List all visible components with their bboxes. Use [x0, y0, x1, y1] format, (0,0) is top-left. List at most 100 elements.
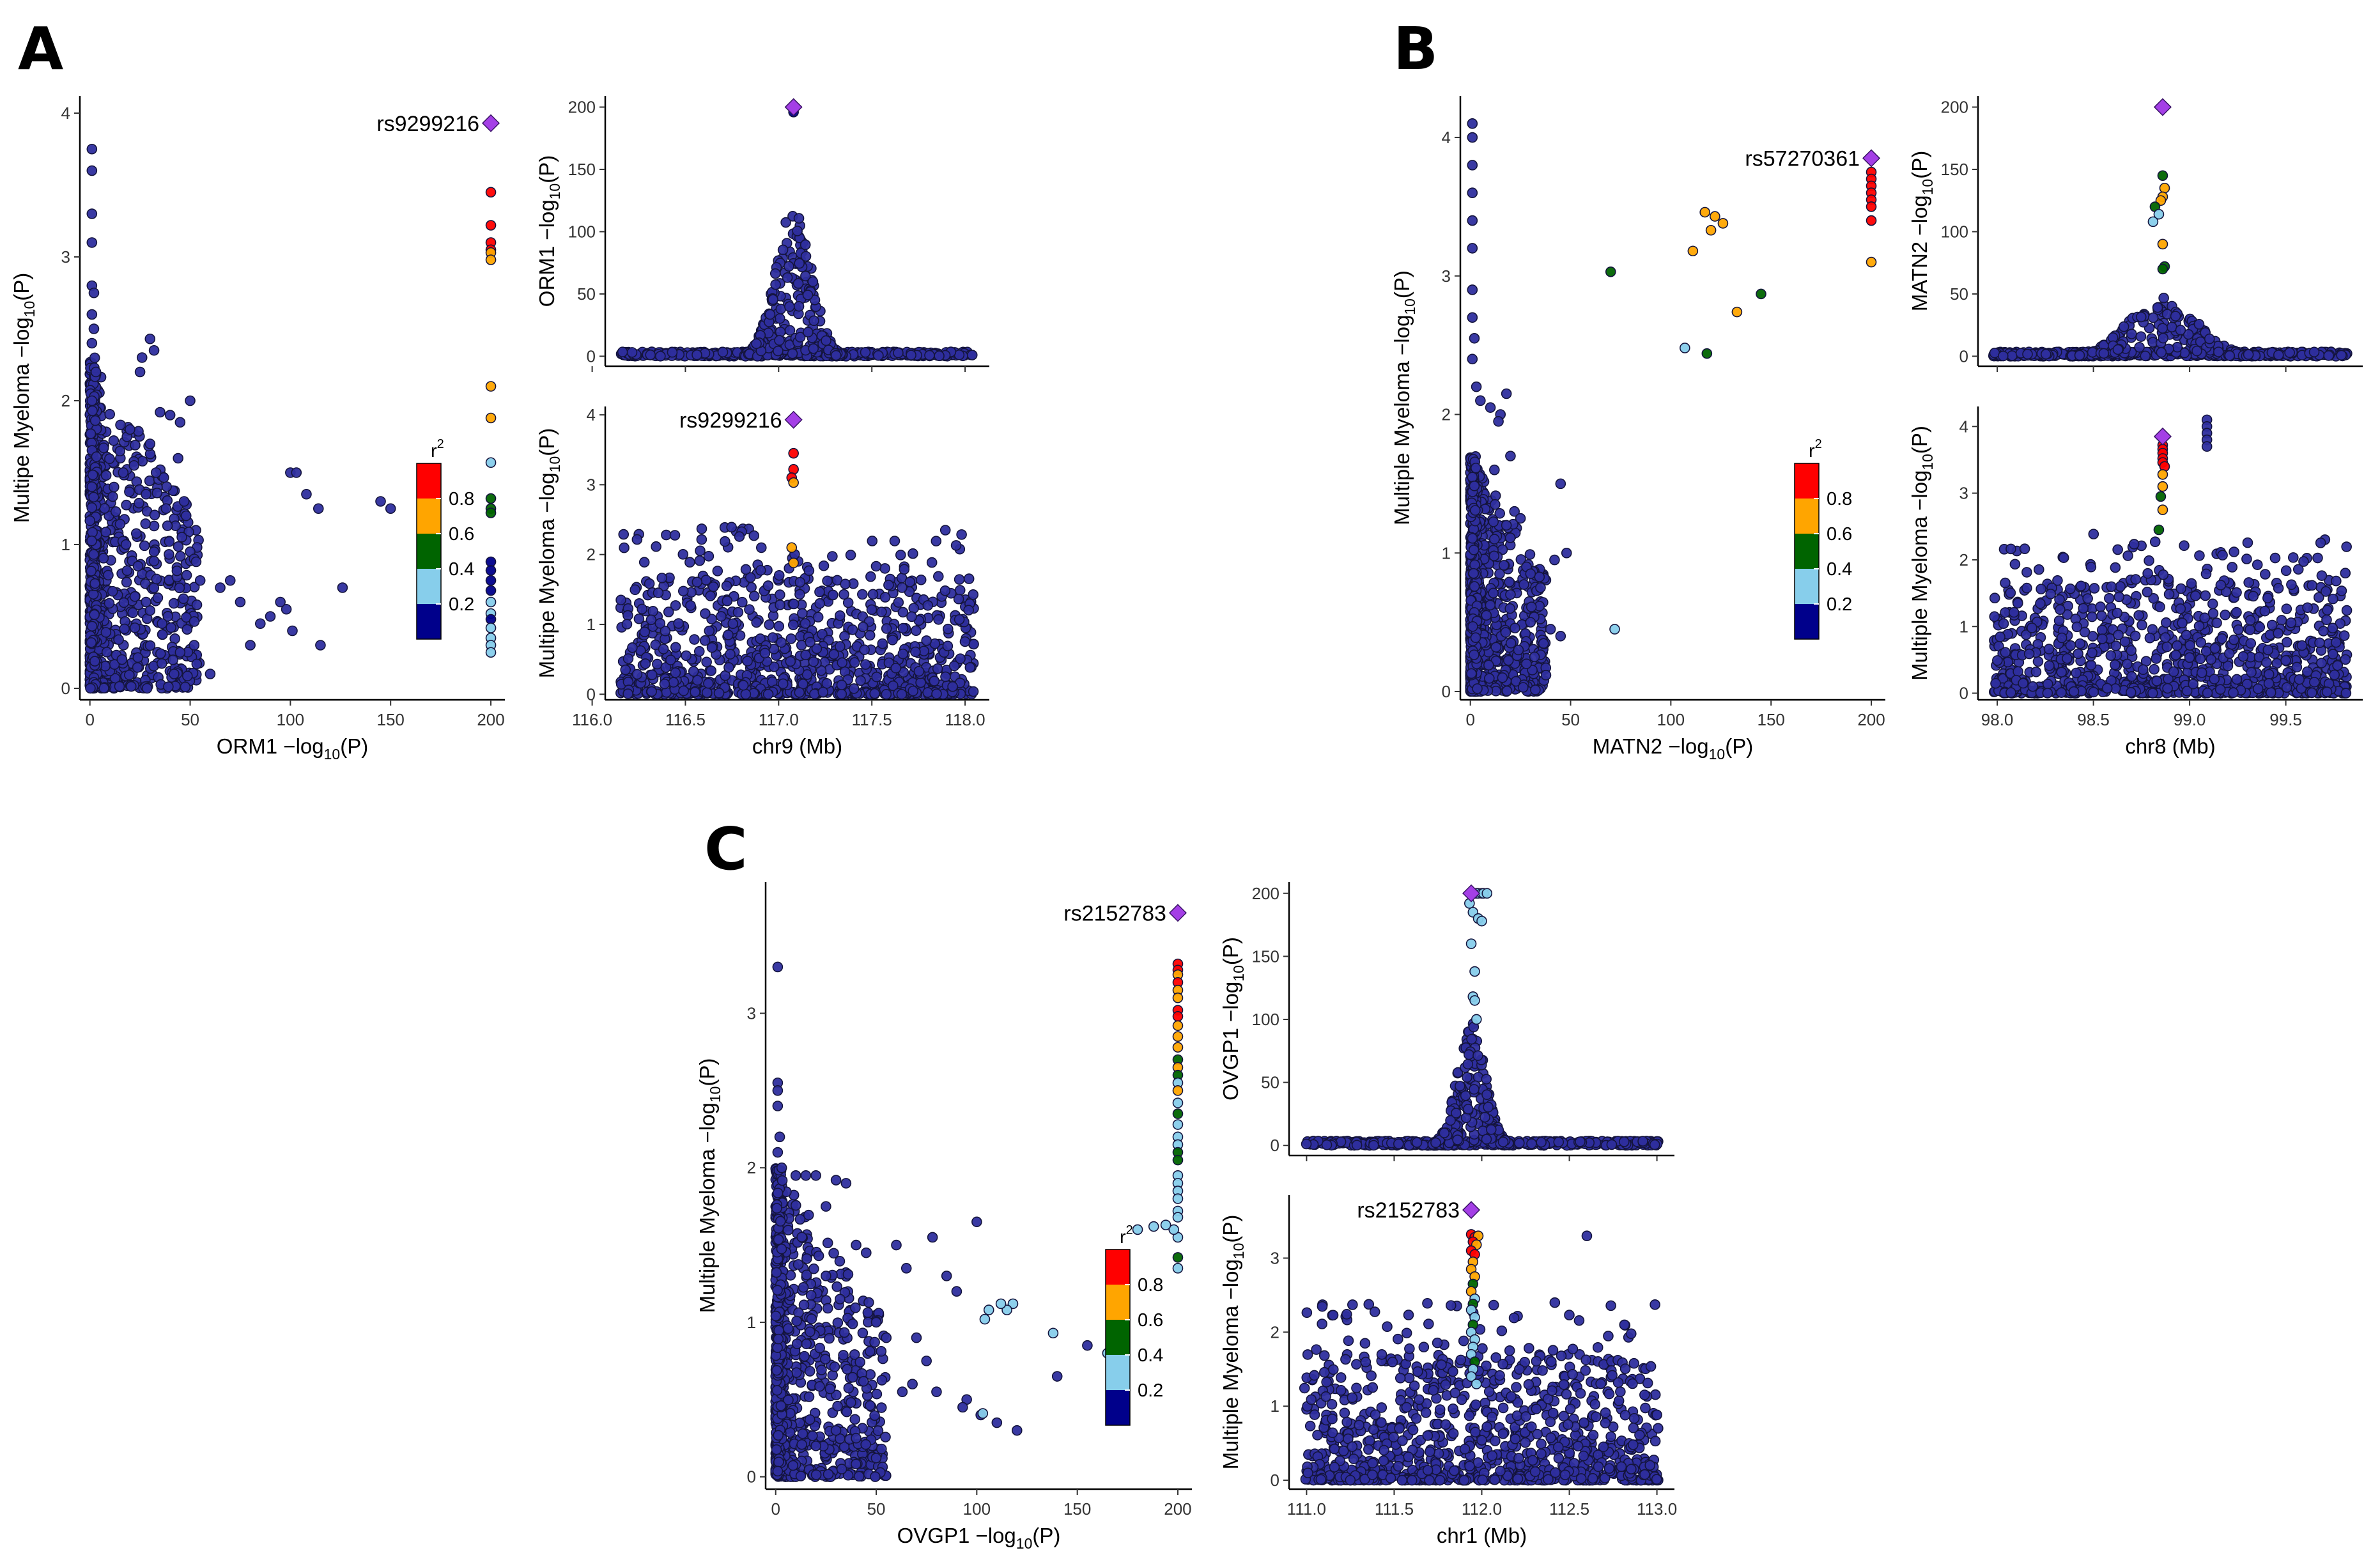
data-point [645, 349, 656, 360]
data-point [181, 569, 192, 581]
data-point [881, 688, 892, 700]
data-point [1510, 622, 1520, 633]
data-point [817, 686, 829, 698]
data-point [911, 625, 922, 636]
data-point [2273, 350, 2284, 360]
data-point [1505, 589, 1516, 600]
data-point [751, 617, 762, 628]
data-point [1490, 499, 1501, 510]
data-point [764, 309, 776, 320]
data-point [104, 453, 115, 465]
data-point [793, 213, 805, 224]
data-point [2245, 638, 2257, 649]
data-point [1490, 642, 1502, 653]
data-point [98, 553, 109, 564]
ld-colored-point [1609, 624, 1620, 635]
data-point [86, 143, 98, 155]
y-axis-title-tail: (P) [10, 273, 33, 301]
data-point [661, 529, 672, 541]
data-point [788, 598, 800, 610]
y-axis-title: Multiple Myeloma −log10(P) [1908, 426, 1936, 681]
data-point [162, 520, 173, 531]
data-point [805, 637, 815, 648]
y-axis-title-sub: 10 [1919, 179, 1936, 196]
data-point [375, 496, 386, 507]
data-point [194, 575, 206, 586]
y-axis-title-sub: 10 [1402, 298, 1418, 315]
y-tick-label: 4 [1442, 128, 1451, 147]
data-point [224, 575, 236, 586]
data-point [1483, 660, 1494, 671]
y-axis-title: MATN2 −log10(P) [1908, 151, 1936, 311]
data-point [797, 608, 808, 619]
y-tick-label: 2 [1442, 405, 1451, 424]
data-point [148, 555, 160, 567]
data-point [148, 546, 160, 557]
y-tick-label: 150 [1941, 160, 1968, 179]
data-point [2308, 346, 2320, 358]
x-tick-label: 98.0 [1981, 710, 2014, 729]
data-point [1521, 658, 1532, 669]
legend-label: 0.2 [449, 594, 474, 615]
y-tick-label: 4 [1959, 417, 1968, 436]
data-points [1988, 170, 2353, 362]
legend-label: 0.4 [1827, 559, 1852, 580]
x-tick-label: 100 [277, 710, 304, 729]
data-point [235, 596, 246, 608]
data-point [653, 587, 664, 598]
data-point [129, 622, 141, 633]
data-point [681, 650, 692, 661]
data-point [762, 580, 774, 591]
data-point [621, 619, 633, 630]
data-point [2118, 321, 2129, 332]
data-point [637, 603, 647, 615]
data-point [2237, 651, 2249, 662]
y-tick-label: 0 [587, 684, 596, 704]
data-point [167, 654, 179, 665]
data-point [630, 584, 641, 596]
x-tick-label: 118.0 [945, 710, 985, 729]
panel-label-a: A [18, 15, 63, 83]
ld-colored-point [485, 457, 497, 468]
data-point [809, 688, 820, 700]
data-point [764, 619, 775, 630]
y-tick-label: 4 [587, 405, 596, 424]
data-point [931, 536, 942, 546]
data-point [86, 621, 98, 632]
data-point [692, 675, 703, 686]
data-point [963, 573, 975, 584]
data-point [808, 343, 819, 354]
data-point [922, 687, 933, 698]
data-point [1504, 603, 1516, 614]
data-point [704, 625, 715, 637]
data-point [622, 688, 633, 699]
data-point [118, 597, 130, 608]
ld-colored-point [485, 585, 497, 596]
data-point [114, 681, 125, 692]
data-point [313, 503, 324, 514]
data-point [964, 662, 976, 673]
data-point [174, 417, 186, 428]
data-point [2140, 350, 2151, 362]
data-point [301, 488, 312, 500]
data-point [1504, 532, 1516, 543]
data-point [152, 592, 164, 603]
data-point [677, 585, 689, 597]
data-point [144, 640, 156, 651]
data-point [1489, 464, 1500, 476]
data-point [1467, 621, 1478, 632]
data-point [157, 629, 168, 640]
data-point [180, 681, 191, 693]
data-point [896, 688, 908, 700]
data-point [932, 571, 944, 582]
data-point [2175, 583, 2186, 594]
legend-swatch [1795, 569, 1819, 604]
ld-colored-point [1605, 266, 1616, 277]
data-point [2338, 630, 2350, 641]
data-point [89, 578, 100, 589]
data-point [1471, 381, 1482, 392]
data-point [2133, 610, 2144, 621]
data-point [2095, 601, 2106, 612]
